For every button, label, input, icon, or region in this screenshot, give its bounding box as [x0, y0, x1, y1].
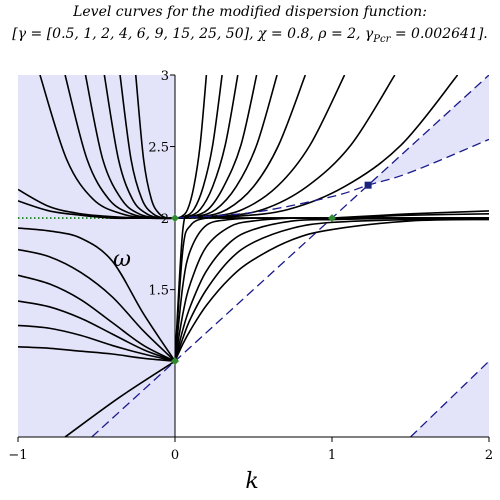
level-curve	[18, 200, 175, 220]
diamond-point	[171, 357, 179, 366]
level-curve	[18, 346, 176, 362]
y-tick-label: 2	[161, 212, 169, 227]
level-curve	[174, 75, 459, 219]
square-point	[364, 181, 372, 189]
level-curve	[174, 216, 489, 362]
subtitle-subscript: Pcr	[372, 34, 391, 45]
x-axis-label: k	[245, 469, 258, 494]
level-curve	[18, 227, 176, 362]
y-tick-label: 2.5	[148, 141, 169, 156]
dashed-line	[410, 360, 489, 437]
level-curve	[174, 217, 489, 362]
x-tick-label: 2	[485, 448, 493, 463]
level-curve	[174, 75, 208, 219]
subtitle-part: [γ = [0.5, 1, 2, 4, 6, 9, 15, 25, 50], χ…	[12, 26, 374, 42]
level-curve	[18, 248, 176, 362]
y-tick-label: 1.5	[148, 284, 169, 299]
x-tick-label: 0	[171, 448, 179, 463]
chart-title: Level curves for the modified dispersion…	[72, 4, 427, 20]
level-curve	[174, 214, 489, 362]
level-curve	[174, 75, 223, 219]
shaded-region	[410, 361, 489, 437]
level-curve	[174, 75, 278, 219]
level-curve	[174, 217, 489, 362]
y-axis-label: ω	[113, 247, 131, 272]
dashed-line	[174, 138, 489, 219]
diamond-point	[328, 214, 336, 223]
x-tick-label: 1	[328, 448, 336, 463]
dashed-line	[91, 75, 489, 437]
subtitle-part: = 0.002641].	[390, 26, 487, 42]
x-tick-label: −1	[8, 448, 27, 463]
level-curve	[174, 218, 489, 362]
level-curve	[331, 210, 489, 219]
level-curve	[18, 274, 176, 362]
y-tick-label: 3	[161, 69, 169, 84]
level-curve	[18, 300, 176, 362]
level-curve	[64, 360, 176, 437]
diamond-point	[171, 214, 179, 223]
level-curve	[18, 324, 176, 362]
level-curve	[174, 217, 489, 362]
plot-area: −1 0 1 2 1.5 2 2.5 3	[8, 69, 493, 463]
chart-subtitle: [γ = [0.5, 1, 2, 4, 6, 9, 15, 25, 50], χ…	[12, 26, 488, 45]
level-curve	[174, 217, 489, 362]
